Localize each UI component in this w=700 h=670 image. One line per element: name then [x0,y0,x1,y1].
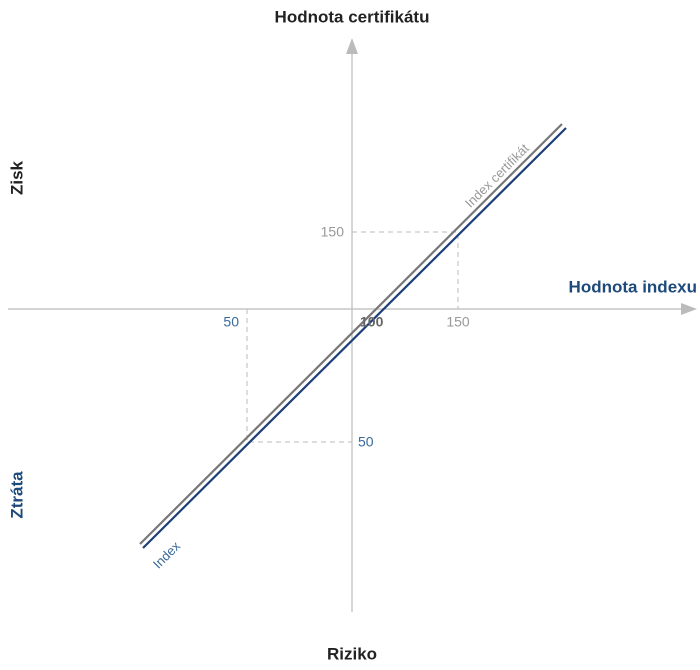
tick-label: 100 [360,314,384,330]
vertical-arrow [346,38,358,54]
certificate-label: Index certifikát [462,140,532,210]
guide-low [246,309,352,443]
tick-label: 150 [321,224,345,240]
bottom-label: Ztráta [7,471,26,519]
guide-high [352,231,459,309]
index-label: Index [150,538,183,571]
tick-label: 150 [446,314,470,330]
x-title: Hodnota indexu [569,277,697,296]
index-line [142,127,567,549]
bottom-title: Riziko [327,644,377,663]
top-label: Zisk [7,160,26,195]
certificate-line [139,123,563,545]
title: Hodnota certifikátu [275,7,430,26]
tick-label: 50 [358,434,374,450]
tick-label: 50 [223,314,239,330]
horizontal-arrow [681,303,697,315]
